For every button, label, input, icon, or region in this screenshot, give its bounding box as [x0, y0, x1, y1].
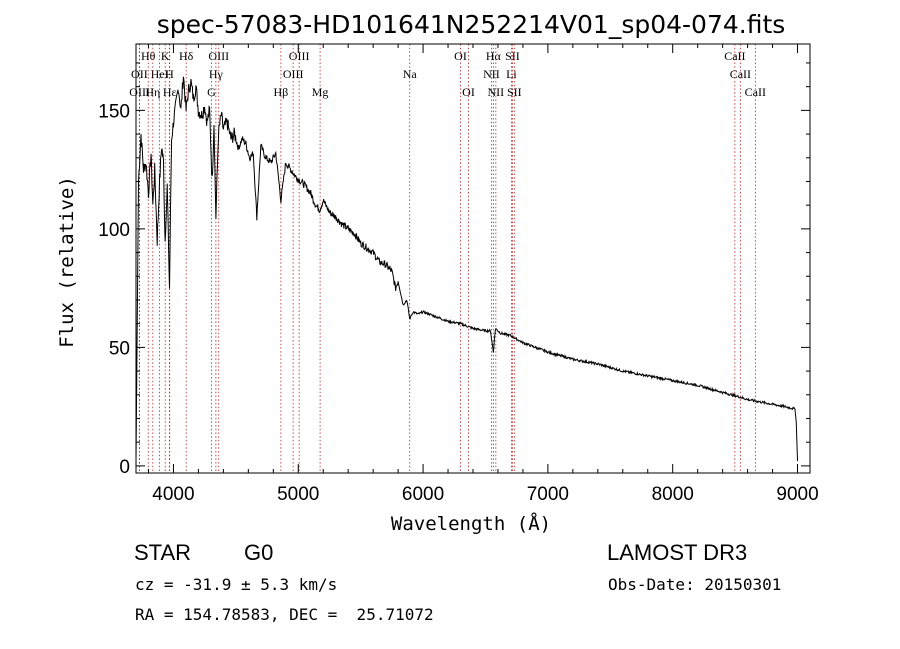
observation-date: Obs-Date: 20150301 [608, 575, 782, 594]
x-tick-label: 9000 [776, 484, 818, 505]
spectral-line-label: SII [505, 49, 520, 63]
spectral-line-label: SII [507, 85, 522, 99]
spectral-line-label: NII [483, 67, 500, 81]
x-tick-label: 4000 [152, 484, 194, 505]
spectrum-series-line [135, 76, 798, 462]
spectral-line-label: Hα [486, 49, 502, 63]
x-tick-label: 6000 [402, 484, 444, 505]
spectral-line-label: Hη [145, 85, 160, 99]
spectral-line-label: Li [506, 67, 517, 81]
x-tick-label: 7000 [527, 484, 569, 505]
survey-name: LAMOST DR3 [607, 540, 748, 565]
spectral-line-markers: HθKHδOIIIOIIIOIHαSIICaIIOIIHeIHHγOIIINaN… [129, 44, 766, 473]
spectral-line-label: K [161, 49, 170, 63]
chart-title: spec-57083-HD101641N252214V01_sp04-074.f… [157, 10, 786, 39]
spectral-line-label: Hθ [141, 49, 156, 63]
spectral-line-label: HeI [151, 67, 169, 81]
spectral-line-label: Hβ [274, 85, 289, 99]
spectral-line-label: OIII [283, 67, 304, 81]
object-subclass: G0 [244, 540, 274, 565]
spectral-line-label: CaII [745, 85, 766, 99]
spectral-line-label: NII [488, 85, 505, 99]
y-tick-label: 50 [109, 338, 130, 359]
x-tick-label: 5000 [277, 484, 319, 505]
spectral-line-label: OIII [289, 49, 310, 63]
spectral-line-label: CaII [724, 49, 745, 63]
coordinates: RA = 154.78583, DEC = 25.71072 [135, 605, 434, 624]
spectral-line-label: OIII [208, 49, 229, 63]
y-axis-label: Flux (relative) [56, 176, 78, 348]
spectral-line-label: G [207, 85, 216, 99]
spectral-line-label: Hδ [179, 49, 194, 63]
x-tick-label: 8000 [652, 484, 694, 505]
y-tick-label: 150 [98, 101, 130, 122]
spectral-line-label: OIII [129, 85, 150, 99]
spectral-line-label: Hγ [209, 67, 224, 81]
spectral-line-label: OI [462, 85, 475, 99]
y-tick-label: 100 [98, 220, 130, 241]
spectral-line-label: CaII [730, 67, 751, 81]
spectral-line-label: Mg [312, 85, 329, 99]
spectral-line-label: Hε [163, 85, 177, 99]
redshift-value: cz = -31.9 ± 5.3 km/s [135, 575, 338, 594]
axis-ticks: 4000 5000 6000 7000 8000 9000 0 50 100 150 [98, 44, 819, 505]
x-axis-label: Wavelength (Å) [391, 512, 551, 535]
plot-frame [135, 43, 811, 474]
spectral-line-label: Na [403, 67, 418, 81]
y-tick-label: 0 [119, 457, 130, 478]
spectral-line-label: OI [454, 49, 467, 63]
object-class: STAR [134, 540, 192, 565]
